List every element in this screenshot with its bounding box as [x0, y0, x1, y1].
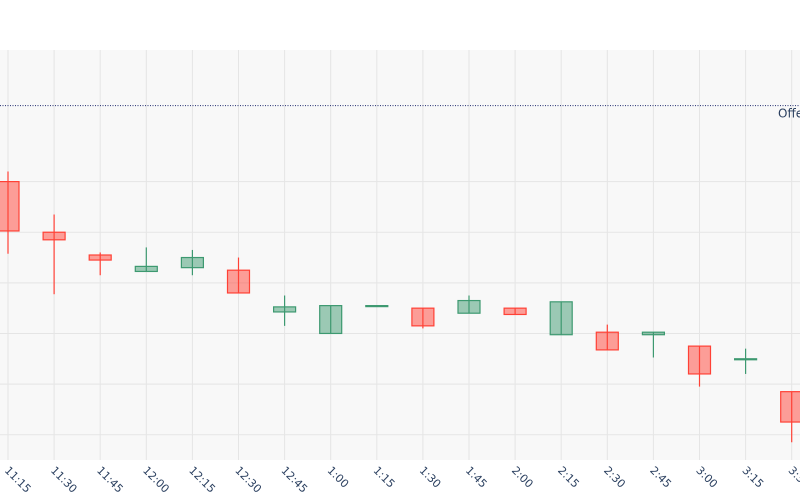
candle: [134, 247, 158, 273]
candle-body: [180, 256, 204, 269]
x-tick-label: 12:00: [140, 464, 172, 496]
x-tick-label: 1:45: [463, 464, 490, 491]
x-tick-label: 12:45: [278, 464, 310, 496]
x-tick-label: 1:00: [325, 464, 352, 491]
x-tick-label: 11:45: [94, 464, 126, 496]
x-tick-label: 12:15: [186, 464, 218, 496]
x-tick-label: 11:15: [2, 464, 34, 496]
x-tick-label: 1:15: [371, 464, 398, 491]
candle-layer: [0, 171, 800, 443]
candle: [226, 257, 251, 294]
candle: [180, 249, 204, 276]
x-tick-label: 2:45: [647, 464, 674, 491]
candle-body: [134, 265, 158, 273]
grid-layer: [0, 50, 800, 460]
reference-layer: Offer: [0, 105, 800, 121]
candle-body: [549, 301, 573, 336]
candle: [780, 391, 800, 443]
x-tick-label: 3:15: [739, 464, 766, 491]
candle-body: [595, 331, 619, 351]
x-tick-label: 3:30: [786, 464, 800, 491]
candle-body: [42, 231, 66, 241]
candle: [641, 331, 666, 358]
candle: [0, 171, 20, 254]
plot-background: [0, 50, 800, 460]
x-tick-layer: 11:15 11:30 11:45 12:00 12:15 12:30 12:45 1:00 1…: [2, 464, 800, 496]
candle-body: [226, 269, 251, 294]
x-tick-label: 1:30: [417, 464, 444, 491]
x-tick-label: 3:00: [693, 464, 720, 491]
candle: [503, 307, 527, 316]
candle: [595, 324, 619, 351]
candle: [88, 252, 112, 276]
candle: [687, 345, 712, 387]
x-tick-label: 2:15: [555, 464, 582, 491]
candle-body: [319, 305, 343, 335]
candle: [365, 305, 389, 308]
candle-body: [365, 305, 389, 308]
x-tick-label: 12:30: [232, 464, 264, 496]
x-tick-label: 2:30: [601, 464, 628, 491]
x-tick-label: 11:30: [48, 464, 80, 496]
candle: [42, 214, 66, 295]
candle-body: [780, 391, 800, 423]
candle-body: [503, 307, 527, 316]
candle-body: [457, 299, 481, 314]
candle-body: [641, 331, 666, 336]
candle-body: [687, 345, 712, 375]
candle: [733, 348, 758, 374]
candle: [457, 295, 481, 314]
candle: [273, 295, 297, 326]
candle-body: [273, 306, 297, 313]
candle: [319, 305, 343, 335]
candle-body: [88, 254, 112, 261]
offer-reference-label: Offer: [778, 107, 800, 121]
candle: [549, 301, 573, 336]
candle: [411, 307, 435, 329]
x-tick-label: 2:00: [509, 464, 536, 491]
candle-body: [411, 307, 435, 327]
candle-body: [0, 181, 20, 232]
candle-body: [733, 358, 758, 361]
